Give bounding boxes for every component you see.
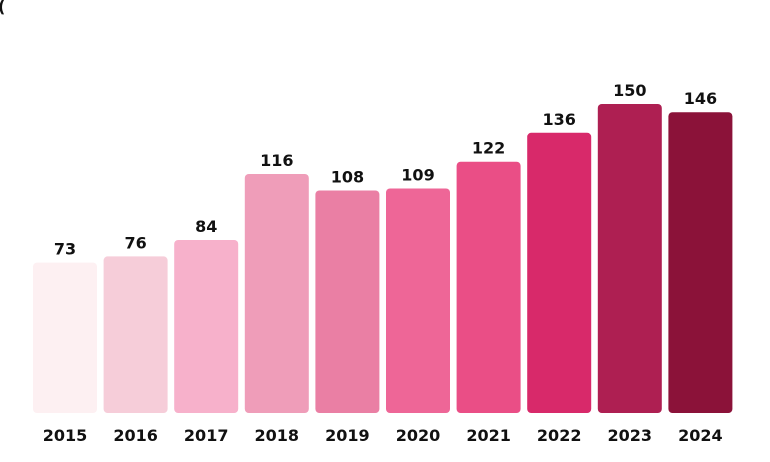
bar-2015 (33, 262, 97, 413)
x-axis-ticks: 2015 2016 2017 2018 2019 2020 2021 2022 2023 2024 (43, 426, 723, 445)
x-tick-label-2015: 2015 (43, 426, 88, 445)
bar-2020 (386, 188, 450, 413)
bar-2019 (315, 190, 380, 413)
value-label-2018: 116 (260, 151, 293, 170)
value-label-2019: 108 (331, 168, 364, 187)
x-tick-label-2016: 2016 (113, 426, 158, 445)
x-tick-label-2020: 2020 (396, 426, 441, 445)
x-tick-label-2021: 2021 (466, 426, 511, 445)
value-label-2017: 84 (195, 217, 217, 236)
x-tick-label-2022: 2022 (537, 426, 582, 445)
bar-2022 (527, 132, 592, 414)
x-tick-label-2018: 2018 (255, 426, 300, 445)
value-label-2021: 122 (472, 139, 505, 158)
value-label-2022: 136 (542, 110, 575, 129)
bar-2021 (456, 161, 521, 413)
x-tick-label-2024: 2024 (678, 426, 723, 445)
cropped-corner-mark: ( (0, 0, 5, 16)
bar-2024 (668, 112, 733, 413)
bars-group (33, 104, 733, 414)
value-label-2020: 109 (401, 166, 434, 185)
bar-2018 (244, 174, 309, 413)
value-label-2015: 73 (54, 240, 76, 259)
value-label-2016: 76 (124, 233, 146, 252)
value-labels-group: 73 76 84 116 108 109 122 136 150 146 (54, 81, 717, 259)
x-tick-label-2023: 2023 (608, 426, 653, 445)
value-label-2024: 146 (684, 89, 717, 108)
x-tick-label-2017: 2017 (184, 426, 229, 445)
bar-2023 (597, 104, 662, 413)
bar-2016 (103, 256, 168, 413)
x-tick-label-2019: 2019 (325, 426, 370, 445)
bar-2017 (174, 240, 239, 413)
value-label-2023: 150 (613, 81, 646, 100)
